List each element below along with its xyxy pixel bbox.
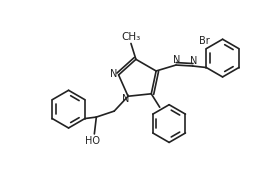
Text: N: N — [122, 94, 130, 104]
Text: N: N — [110, 69, 117, 79]
Text: Br: Br — [199, 36, 210, 46]
Text: N: N — [190, 56, 197, 66]
Text: CH₃: CH₃ — [121, 31, 141, 41]
Text: HO: HO — [85, 136, 100, 146]
Text: N: N — [173, 55, 181, 65]
